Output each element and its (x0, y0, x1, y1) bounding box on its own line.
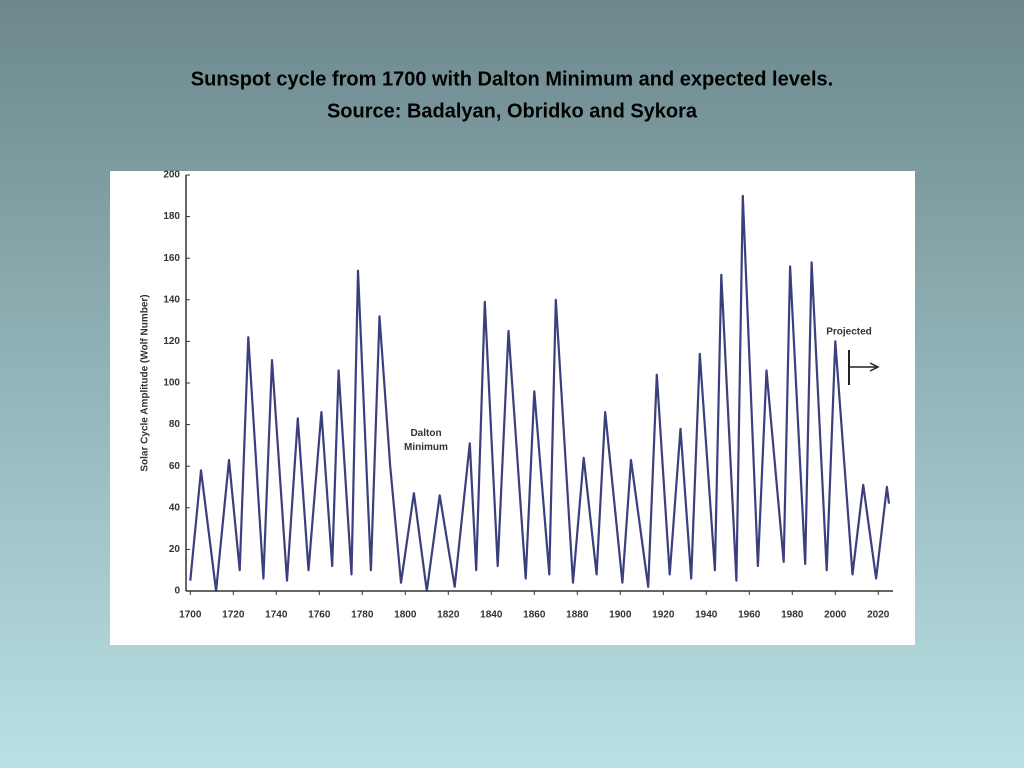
projected-arrowhead (869, 362, 880, 372)
x-tick-label: 2020 (867, 610, 890, 621)
y-tick-label: 200 (163, 170, 180, 181)
x-tick-label: 1900 (609, 610, 632, 621)
chart-panel (110, 171, 915, 645)
y-tick-label: 180 (163, 211, 180, 222)
annotation: Projected (826, 327, 872, 338)
x-tick-label: 1960 (738, 610, 761, 621)
x-tick-label: 1700 (179, 610, 202, 621)
x-tick-label: 1780 (351, 610, 374, 621)
y-tick-label: 60 (169, 461, 181, 472)
y-tick-label: 20 (169, 544, 181, 555)
y-tick-label: 40 (169, 502, 181, 513)
x-tick-label: 1860 (523, 610, 546, 621)
x-tick-label: 1740 (265, 610, 288, 621)
y-tick-label: 140 (163, 294, 180, 305)
x-tick-label: 2000 (824, 610, 847, 621)
x-tick-label: 1720 (222, 610, 245, 621)
x-tick-label: 1840 (480, 610, 503, 621)
x-tick-label: 1760 (308, 610, 331, 621)
y-tick-label: 120 (163, 336, 180, 347)
x-tick-label: 1800 (394, 610, 417, 621)
y-tick-label: 80 (169, 419, 181, 430)
y-tick-label: 160 (163, 253, 180, 264)
x-tick-label: 1820 (437, 610, 460, 621)
y-tick-label: 100 (163, 378, 180, 389)
y-tick-label: 0 (174, 586, 180, 597)
chart-title: Sunspot cycle from 1700 with Dalton Mini… (191, 68, 833, 90)
chart-subtitle: Source: Badalyan, Obridko and Sykora (327, 100, 698, 122)
x-tick-label: 1980 (781, 610, 804, 621)
x-tick-label: 1940 (695, 610, 718, 621)
y-axis-label: Solar Cycle Amplitude (Wolf Number) (140, 294, 151, 471)
x-tick-label: 1920 (652, 610, 675, 621)
annotation: Dalton Minimum (404, 428, 448, 453)
x-tick-label: 1880 (566, 610, 589, 621)
sunspot-line (189, 194, 891, 593)
